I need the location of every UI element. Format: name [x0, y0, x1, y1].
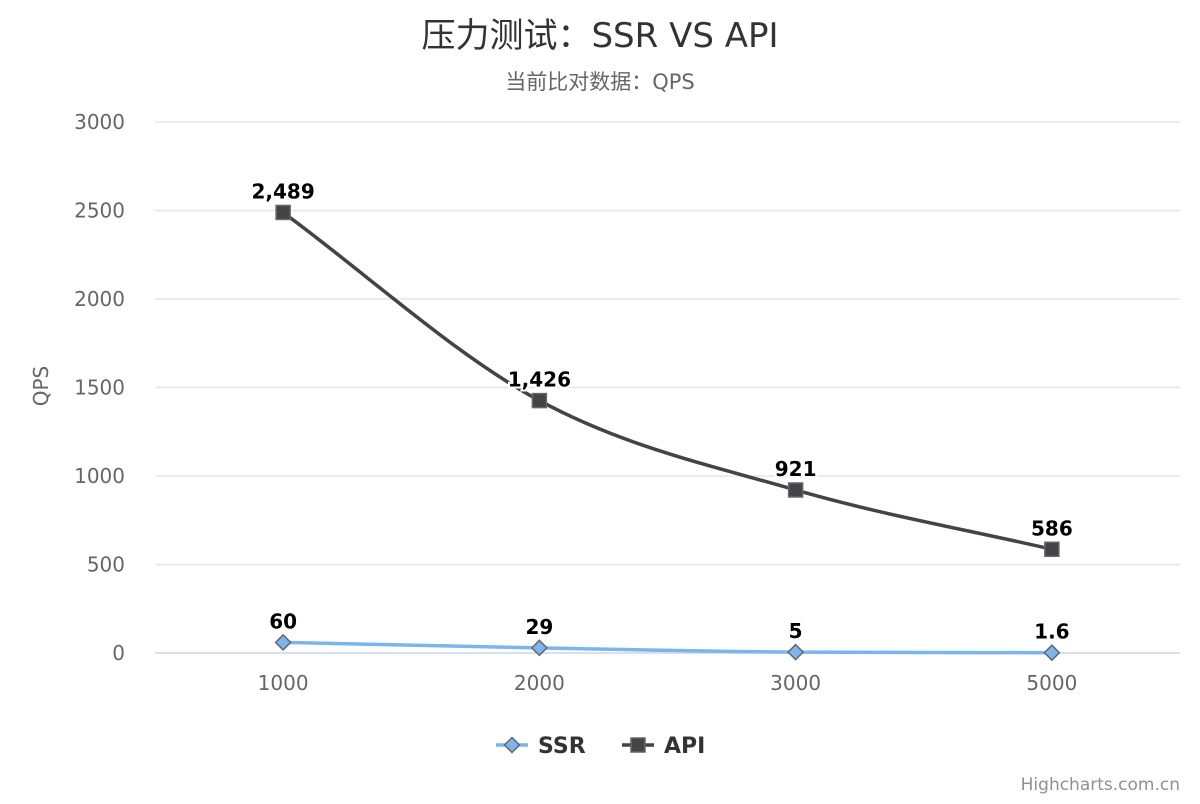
legend-label: SSR — [538, 734, 586, 759]
api-data-label: 1,426 — [508, 368, 571, 392]
ssr-data-label: 60 — [269, 609, 297, 633]
series-markers — [274, 204, 1061, 662]
api-data-label: 2,489 — [251, 179, 314, 203]
ssr-point-marker[interactable] — [787, 643, 805, 661]
y-tick-label: 2500 — [74, 199, 125, 223]
legend-marker[interactable] — [630, 737, 646, 753]
legend-label: API — [664, 734, 705, 759]
ssr-point-marker[interactable] — [274, 633, 292, 651]
chart-title: 压力测试：SSR VS API — [421, 16, 778, 56]
ssr-point-marker[interactable] — [1043, 644, 1061, 662]
legend-item-ssr[interactable]: SSR — [496, 734, 586, 759]
y-tick-label: 1000 — [74, 464, 125, 488]
credits-link[interactable]: Highcharts.com.cn — [1021, 775, 1180, 795]
data-labels: 60 29 5 1.6 2,489 1,426 921 586 — [249, 177, 1074, 645]
api-series-line[interactable] — [281, 210, 1054, 552]
y-tick-label: 2000 — [74, 287, 125, 311]
y-tick-label: 500 — [87, 553, 125, 577]
ssr-data-label: 5 — [789, 619, 803, 643]
x-tick-label: 5000 — [1026, 671, 1077, 695]
ssr-series-line[interactable] — [281, 640, 1054, 655]
legend[interactable]: SSR API — [496, 734, 705, 759]
api-point-marker[interactable] — [787, 482, 804, 498]
x-tick-label: 3000 — [770, 671, 821, 695]
legend-marker[interactable] — [503, 736, 521, 754]
api-point-marker[interactable] — [275, 204, 291, 221]
x-tick-label: 2000 — [514, 671, 565, 695]
ssr-data-label: 1.6 — [1034, 620, 1069, 644]
y-tick-label: 1500 — [74, 376, 125, 400]
ssr-point-marker[interactable] — [530, 639, 548, 657]
api-data-label: 921 — [775, 457, 817, 481]
y-axis-label: QPS — [29, 366, 53, 407]
x-tick-label: 1000 — [258, 671, 309, 695]
x-axis-ticks: 1000 2000 3000 5000 — [258, 671, 1078, 695]
legend-item-api[interactable]: API — [622, 734, 705, 759]
api-point-marker[interactable] — [531, 392, 548, 409]
y-axis-ticks: 0 500 1000 1500 2000 2500 3000 — [74, 110, 125, 665]
series-lines — [281, 210, 1054, 655]
y-tick-label: 3000 — [74, 110, 125, 134]
api-data-label: 586 — [1031, 516, 1073, 540]
y-tick-label: 0 — [112, 641, 125, 665]
chart-subtitle: 当前比对数据：QPS — [505, 70, 695, 94]
api-point-marker[interactable] — [1044, 541, 1060, 558]
ssr-data-label: 29 — [525, 615, 553, 639]
grid-lines — [155, 121, 1180, 654]
